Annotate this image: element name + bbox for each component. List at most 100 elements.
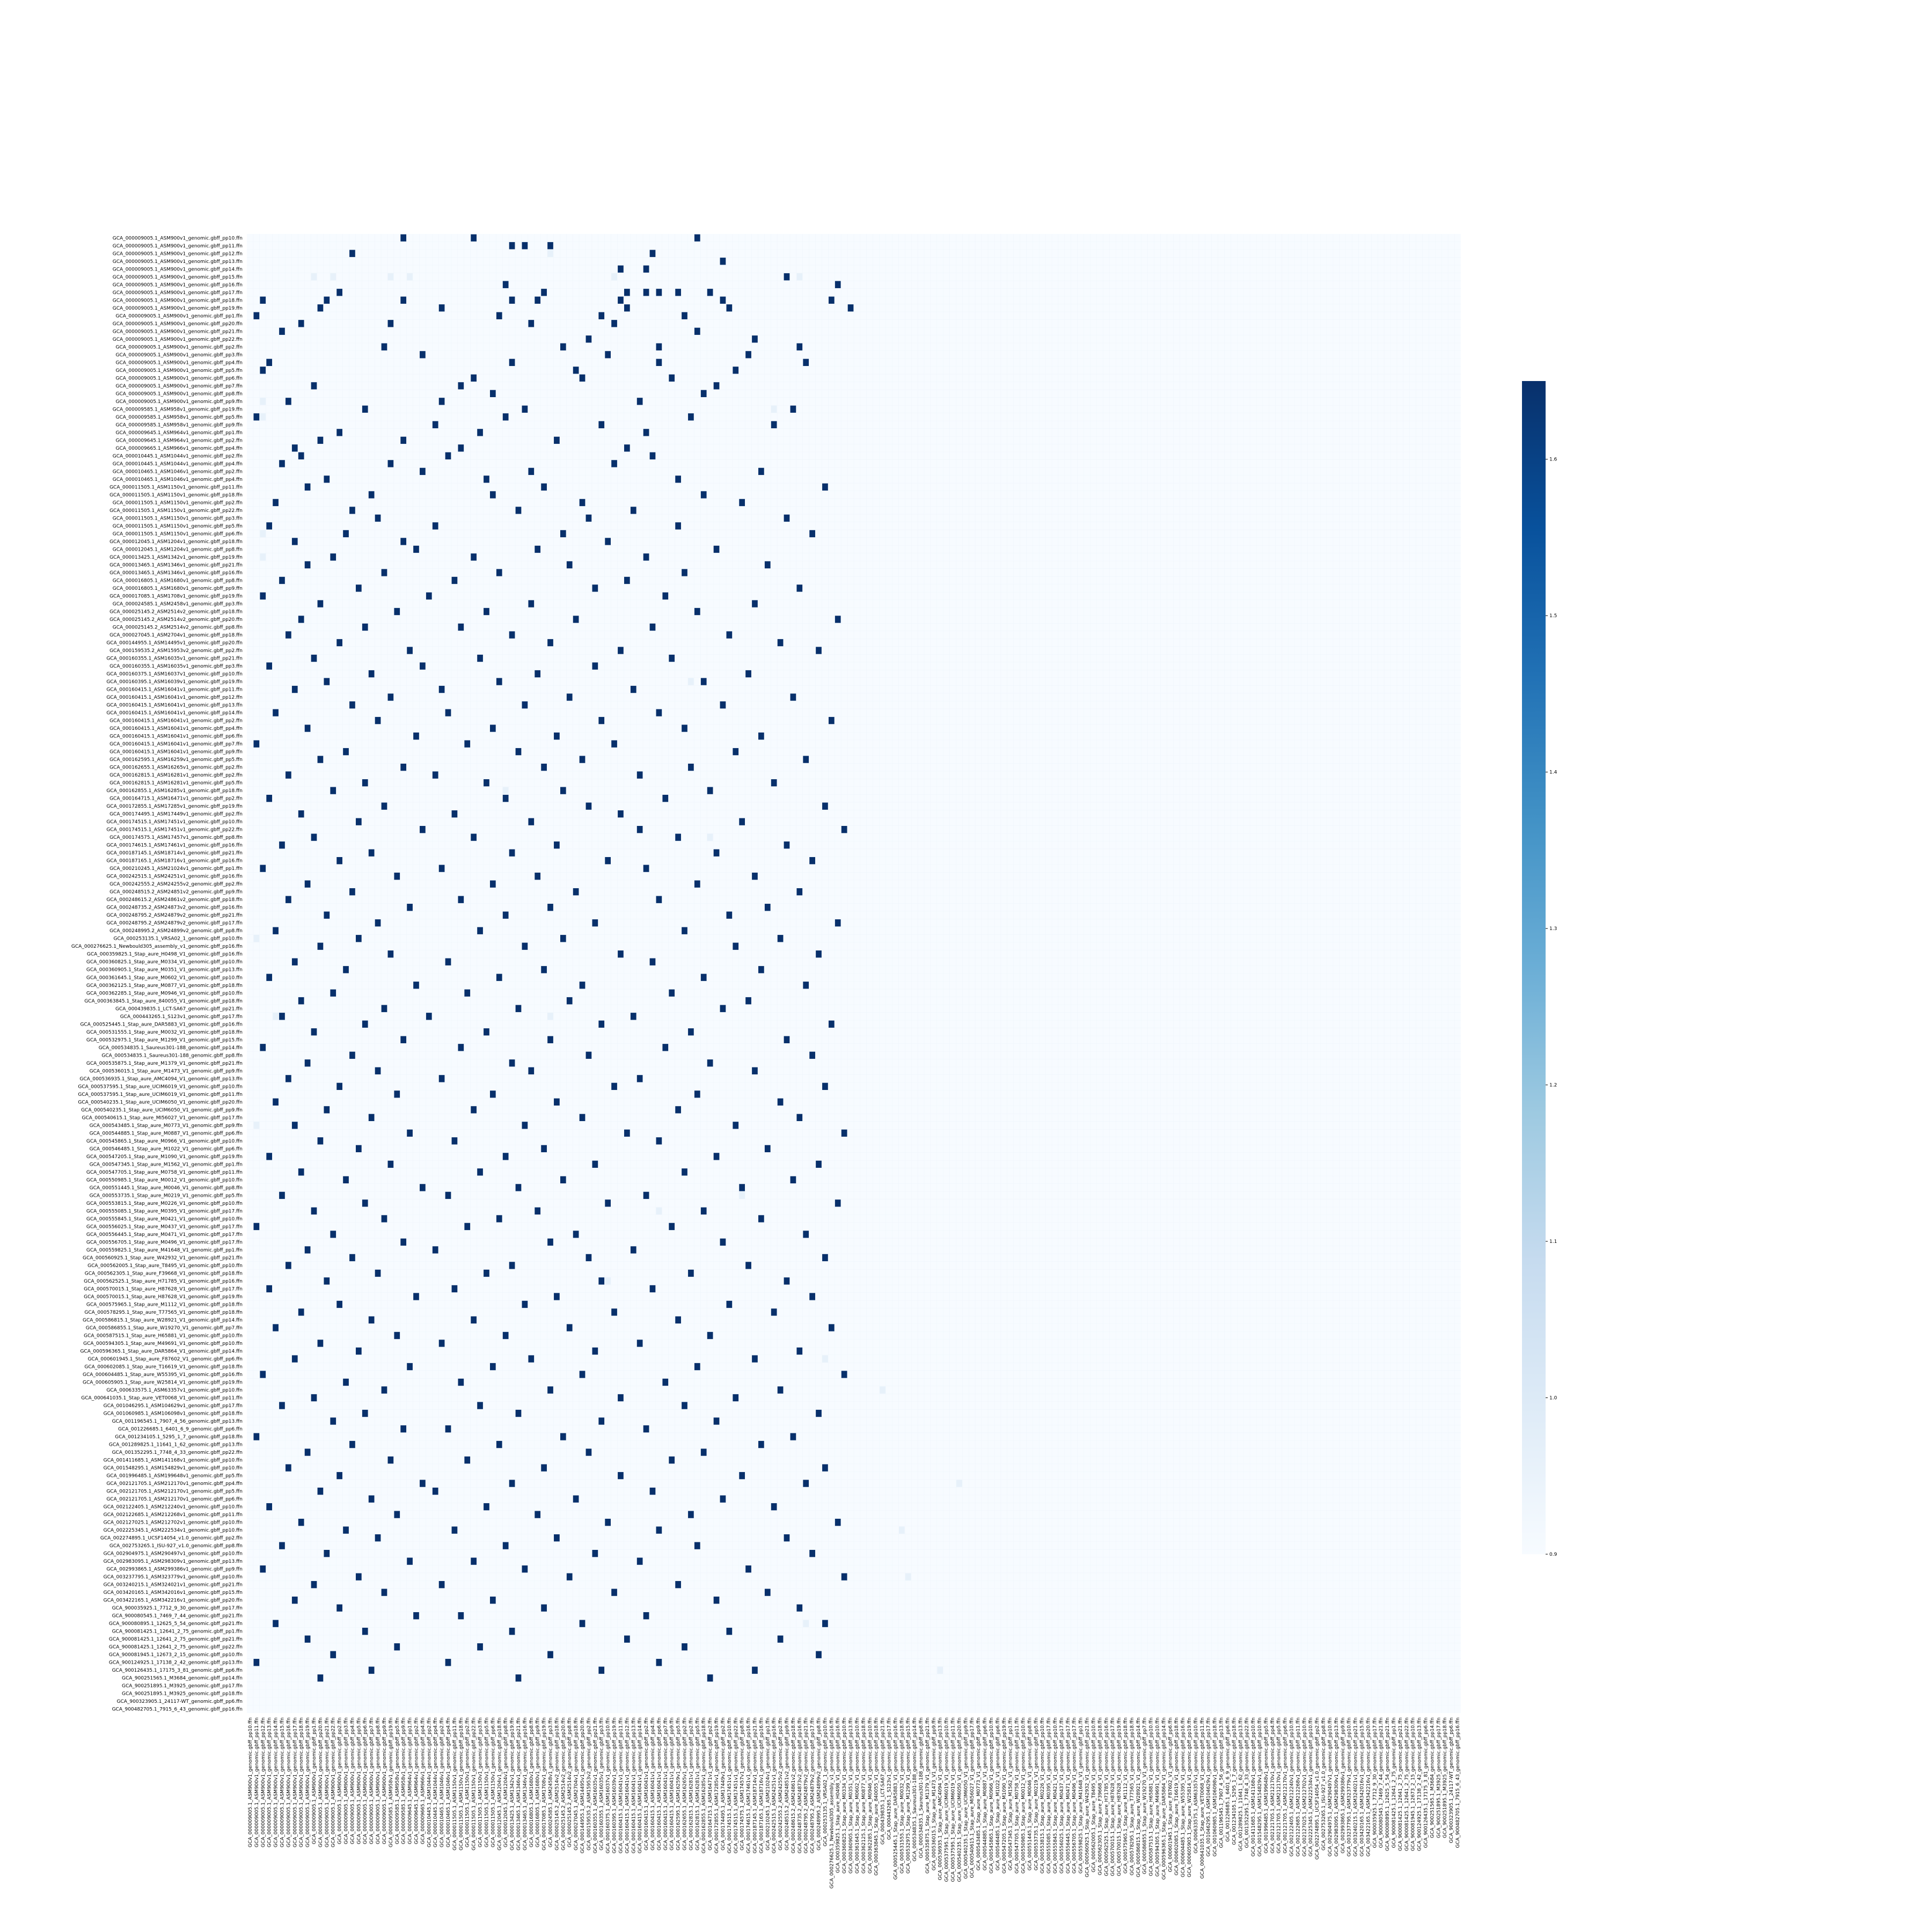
heatmap-cell <box>343 748 349 756</box>
heatmap-cell <box>522 405 528 413</box>
heatmap-cell <box>700 1207 707 1215</box>
heatmap-cell <box>535 1511 541 1518</box>
heatmap-cell <box>528 818 535 825</box>
x-tick-label: GCA_000144955.1_ASM14495v1_genomic.gbff_… <box>580 1717 586 1854</box>
x-tick-label: GCA_000162855.1_ASM16285v1_genomic.gbff_… <box>701 1717 707 1854</box>
x-tick-label: GCA_000009005.1_ASM900v1_genomic.gbff_pp… <box>261 1717 266 1847</box>
heatmap-cell <box>528 1355 535 1363</box>
heatmap-cell <box>266 794 273 802</box>
y-tick-label: GCA_000276625.1_Newbould305_assembly_v1_… <box>71 944 243 949</box>
y-tick-label: GCA_000253135.1_VRSA02_1_genomic.gbff_pp… <box>114 936 243 942</box>
y-tick-label: GCA_000187145.1_ASM18714v1_genomic.gbff_… <box>106 851 243 856</box>
heatmap-cell <box>279 576 285 584</box>
x-tick-label: GCA_000160415.1_ASM16041v1_genomic.gbff_… <box>644 1717 649 1850</box>
heatmap-cell <box>573 1231 579 1238</box>
heatmap-cell <box>598 1020 605 1028</box>
heatmap-cell <box>420 662 426 670</box>
y-tick-label: GCA_000531555.1_Stap_aure_M0032_V1_genom… <box>86 1030 243 1035</box>
y-tick-label: GCA_900080895.1_12625_5_54_genomic.gbff_… <box>109 1621 243 1627</box>
y-tick-label: GCA_000009005.1_ASM900v1_genomic.gbff_pp… <box>113 290 243 296</box>
heatmap-cell <box>816 950 822 958</box>
x-tick-label: GCA_001289825.1_11641_1_62_genomic.gbff_… <box>1238 1717 1243 1851</box>
y-tick-label: GCA_000532975.1_Stap_aure_M1299_V1_genom… <box>86 1037 243 1043</box>
heatmap-cell <box>484 608 489 616</box>
heatmap-cell <box>330 1651 336 1658</box>
x-tick-label: GCA_000187165.1_ASM18716v1_genomic.gbff_… <box>759 1717 764 1854</box>
x-tick-label: GCA_000248795.2_ASM24879v2_genomic.gbff_… <box>810 1717 816 1854</box>
y-tick-label: GCA_000174515.1_ASM17451v1_genomic.gbff_… <box>106 819 243 825</box>
y-tick-label: GCA_000546485.1_Stap_aure_M1022_V1_genom… <box>90 1146 243 1152</box>
heatmap-cell <box>835 281 841 288</box>
y-tick-label: GCA_900323905.1_24117-WT_genomic.gbff_pp… <box>116 1699 243 1704</box>
heatmap-cell <box>286 1075 291 1082</box>
heatmap-cell <box>394 873 400 880</box>
heatmap-cell <box>700 678 707 685</box>
heatmap-cell <box>260 1565 266 1573</box>
heatmap-cell <box>381 569 387 576</box>
heatmap-cell <box>554 1534 560 1542</box>
heatmap-cell <box>420 1184 426 1191</box>
heatmap-cell <box>464 1223 471 1231</box>
x-tick-label: GCA_000160415.1_ASM16041v1_genomic.gbff_… <box>625 1717 630 1854</box>
heatmap-cell <box>758 1440 764 1448</box>
y-tick-label: GCA_000534835.1_Saureus301-188_genomic.g… <box>101 1053 243 1058</box>
y-tick-label: GCA_000011505.1_ASM1150v1_genomic.gbff_p… <box>109 493 243 498</box>
y-tick-label: GCA_000009005.1_ASM900v1_genomic.gbff_pp… <box>116 399 243 405</box>
x-tick-label: GCA_000534835.1_Saureus301-188_genomic.g… <box>919 1717 924 1858</box>
heatmap-cell <box>330 273 336 281</box>
x-tick-label: GCA_003237795.1_ASM323779v1_genomic.gbff… <box>1347 1717 1352 1856</box>
heatmap-cell <box>420 467 426 475</box>
x-tick-label: GCA_000550985.1_Stap_aure_M0012_V1_genom… <box>1021 1717 1026 1874</box>
heatmap-cell <box>726 631 733 639</box>
heatmap-cell <box>560 787 566 794</box>
x-tick-label: GCA_000009005.1_ASM900v1_genomic.gbff_pp… <box>382 1717 387 1844</box>
heatmap-cell <box>541 763 547 771</box>
heatmap-cell <box>522 242 528 250</box>
x-tick-label: GCA_000570015.1_Stap_aure_H87628_V1_geno… <box>1110 1717 1116 1876</box>
heatmap-cell <box>796 343 803 350</box>
heatmap-cell <box>311 654 317 662</box>
y-tick-label: GCA_000160415.1_ASM16041v1_genomic.gbff_… <box>106 687 243 693</box>
heatmap-cell <box>611 273 617 281</box>
heatmap-cell <box>547 250 553 257</box>
heatmap-cell <box>682 1643 687 1651</box>
x-tick-label: GCA_900035925.1_7712_9_30_genomic.gbff_p… <box>1372 1717 1378 1848</box>
heatmap-cell <box>713 849 720 857</box>
y-tick-label: GCA_000009645.1_ASM964v1_genomic.gbff_pp… <box>116 430 243 436</box>
heatmap-cell <box>790 693 796 701</box>
heatmap-cell <box>816 1160 822 1168</box>
heatmap-cell <box>547 242 553 250</box>
heatmap-cell <box>298 1168 304 1176</box>
x-tick-label: GCA_000024585.1_ASM2458v1_genomic.gbff_p… <box>548 1717 554 1847</box>
heatmap-cell <box>694 234 700 241</box>
heatmap-cell <box>694 327 700 335</box>
y-tick-label: GCA_000187165.1_ASM18716v1_genomic.gbff_… <box>106 859 243 864</box>
heatmap-cell <box>336 1604 342 1612</box>
heatmap-cell <box>586 514 592 522</box>
x-tick-label: GCA_002753265.1_ISU-927_v1.0_genomic.gbf… <box>1321 1717 1327 1850</box>
x-tick-label: GCA_000160415.1_ASM16041v1_genomic.gbff_… <box>618 1717 624 1854</box>
y-tick-label: GCA_001060985.1_ASM106098v1_genomic.gbff… <box>104 1411 243 1417</box>
heatmap-cell <box>803 1480 809 1487</box>
x-tick-label: GCA_000009005.1_ASM900v1_genomic.gbff_pp… <box>356 1717 362 1844</box>
heatmap-cell <box>707 1674 713 1682</box>
heatmap-cell <box>394 608 400 616</box>
heatmap-cell <box>400 1425 407 1433</box>
heatmap-cell <box>803 756 809 763</box>
heatmap-cell <box>413 545 419 553</box>
heatmap-cell <box>291 538 298 545</box>
heatmap-cell <box>586 1448 592 1456</box>
heatmap-cell <box>496 1440 502 1448</box>
y-tick-label: GCA_000160415.1_ASM16041v1_genomic.gbff_… <box>109 750 243 755</box>
heatmap-cell <box>777 935 784 942</box>
heatmap-cell <box>758 467 764 475</box>
heatmap-cell <box>484 1503 489 1511</box>
y-tick-label: GCA_001196545.1_7907_4_56_genomic.gbff_p… <box>112 1419 243 1424</box>
heatmap-cell <box>432 1246 438 1254</box>
x-tick-label: GCA_001046295.1_ASM104629v1_genomic.gbff… <box>1206 1717 1212 1856</box>
heatmap-cell <box>816 647 822 654</box>
x-tick-label: GCA_000562305.1_Stap_aure_F39668_V1_geno… <box>1097 1717 1103 1875</box>
heatmap-cell <box>477 927 483 934</box>
heatmap-cell <box>586 1254 592 1262</box>
heatmap-cell <box>822 1620 828 1627</box>
